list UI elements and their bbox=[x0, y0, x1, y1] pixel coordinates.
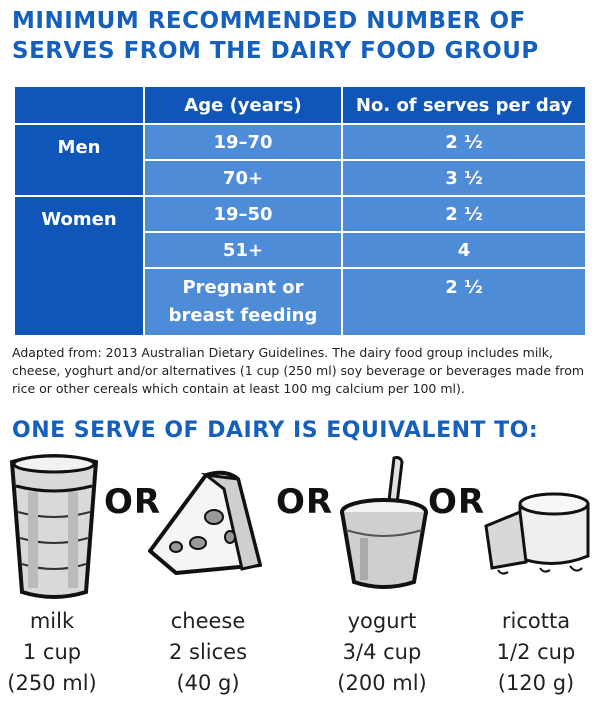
table-header-blank bbox=[14, 86, 144, 124]
food-cheese: cheese 2 slices (40 g) bbox=[138, 606, 278, 699]
source-note: Adapted from: 2013 Australian Dietary Gu… bbox=[12, 345, 585, 396]
food-name: milk bbox=[29, 609, 75, 633]
food-metric: (120 g) bbox=[497, 671, 575, 695]
food-yogurt: yogurt 3/4 cup (200 ml) bbox=[312, 606, 452, 699]
food-metric: (40 g) bbox=[176, 671, 240, 695]
cell-age: 51+ bbox=[144, 232, 342, 268]
ricotta-icon bbox=[484, 492, 590, 575]
cell-age-pregnant: Pregnant or breast feeding bbox=[144, 268, 342, 336]
cell-serves: 2 ½ bbox=[342, 196, 586, 232]
cell-age-line: breast feeding bbox=[168, 305, 318, 326]
header-age: Age (years) bbox=[144, 86, 342, 124]
food-amount: 3/4 cup bbox=[342, 640, 422, 664]
food-amount: 1/2 cup bbox=[496, 640, 576, 664]
cell-age: 19–70 bbox=[144, 124, 342, 160]
food-name: cheese bbox=[170, 609, 246, 633]
cell-serves: 4 bbox=[342, 232, 586, 268]
cell-serves: 2 ½ bbox=[342, 124, 586, 160]
header-serves: No. of serves per day bbox=[342, 86, 586, 124]
food-name: yogurt bbox=[347, 609, 417, 633]
cell-age: 19–50 bbox=[144, 196, 342, 232]
food-amount: 2 slices bbox=[168, 640, 248, 664]
cell-serves: 3 ½ bbox=[342, 160, 586, 196]
or-label: OR bbox=[276, 482, 334, 522]
food-amount: 1 cup bbox=[22, 640, 82, 664]
food-milk: milk 1 cup (250 ml) bbox=[0, 606, 122, 699]
food-name: ricotta bbox=[501, 609, 571, 633]
group-men: Men bbox=[14, 124, 144, 196]
or-label: OR bbox=[104, 482, 162, 522]
section-heading: ONE SERVE OF DAIRY IS EQUIVALENT TO: bbox=[12, 418, 539, 443]
cell-age-line: Pregnant or bbox=[182, 277, 304, 298]
yogurt-cup-icon bbox=[340, 456, 428, 589]
serves-table: Age (years) No. of serves per day Men 19… bbox=[14, 86, 586, 336]
food-ricotta: ricotta 1/2 cup (120 g) bbox=[466, 606, 600, 699]
food-metric: (200 ml) bbox=[337, 671, 427, 695]
cheese-wedge-icon bbox=[148, 470, 262, 575]
or-label: OR bbox=[428, 482, 486, 522]
glass-of-milk-icon bbox=[9, 454, 99, 599]
group-women: Women bbox=[14, 196, 144, 336]
cell-serves: 2 ½ bbox=[342, 268, 586, 336]
food-metric: (250 ml) bbox=[7, 671, 97, 695]
cell-age: 70+ bbox=[144, 160, 342, 196]
page-title: MINIMUM RECOMMENDED NUMBER OF SERVES FRO… bbox=[12, 8, 539, 64]
